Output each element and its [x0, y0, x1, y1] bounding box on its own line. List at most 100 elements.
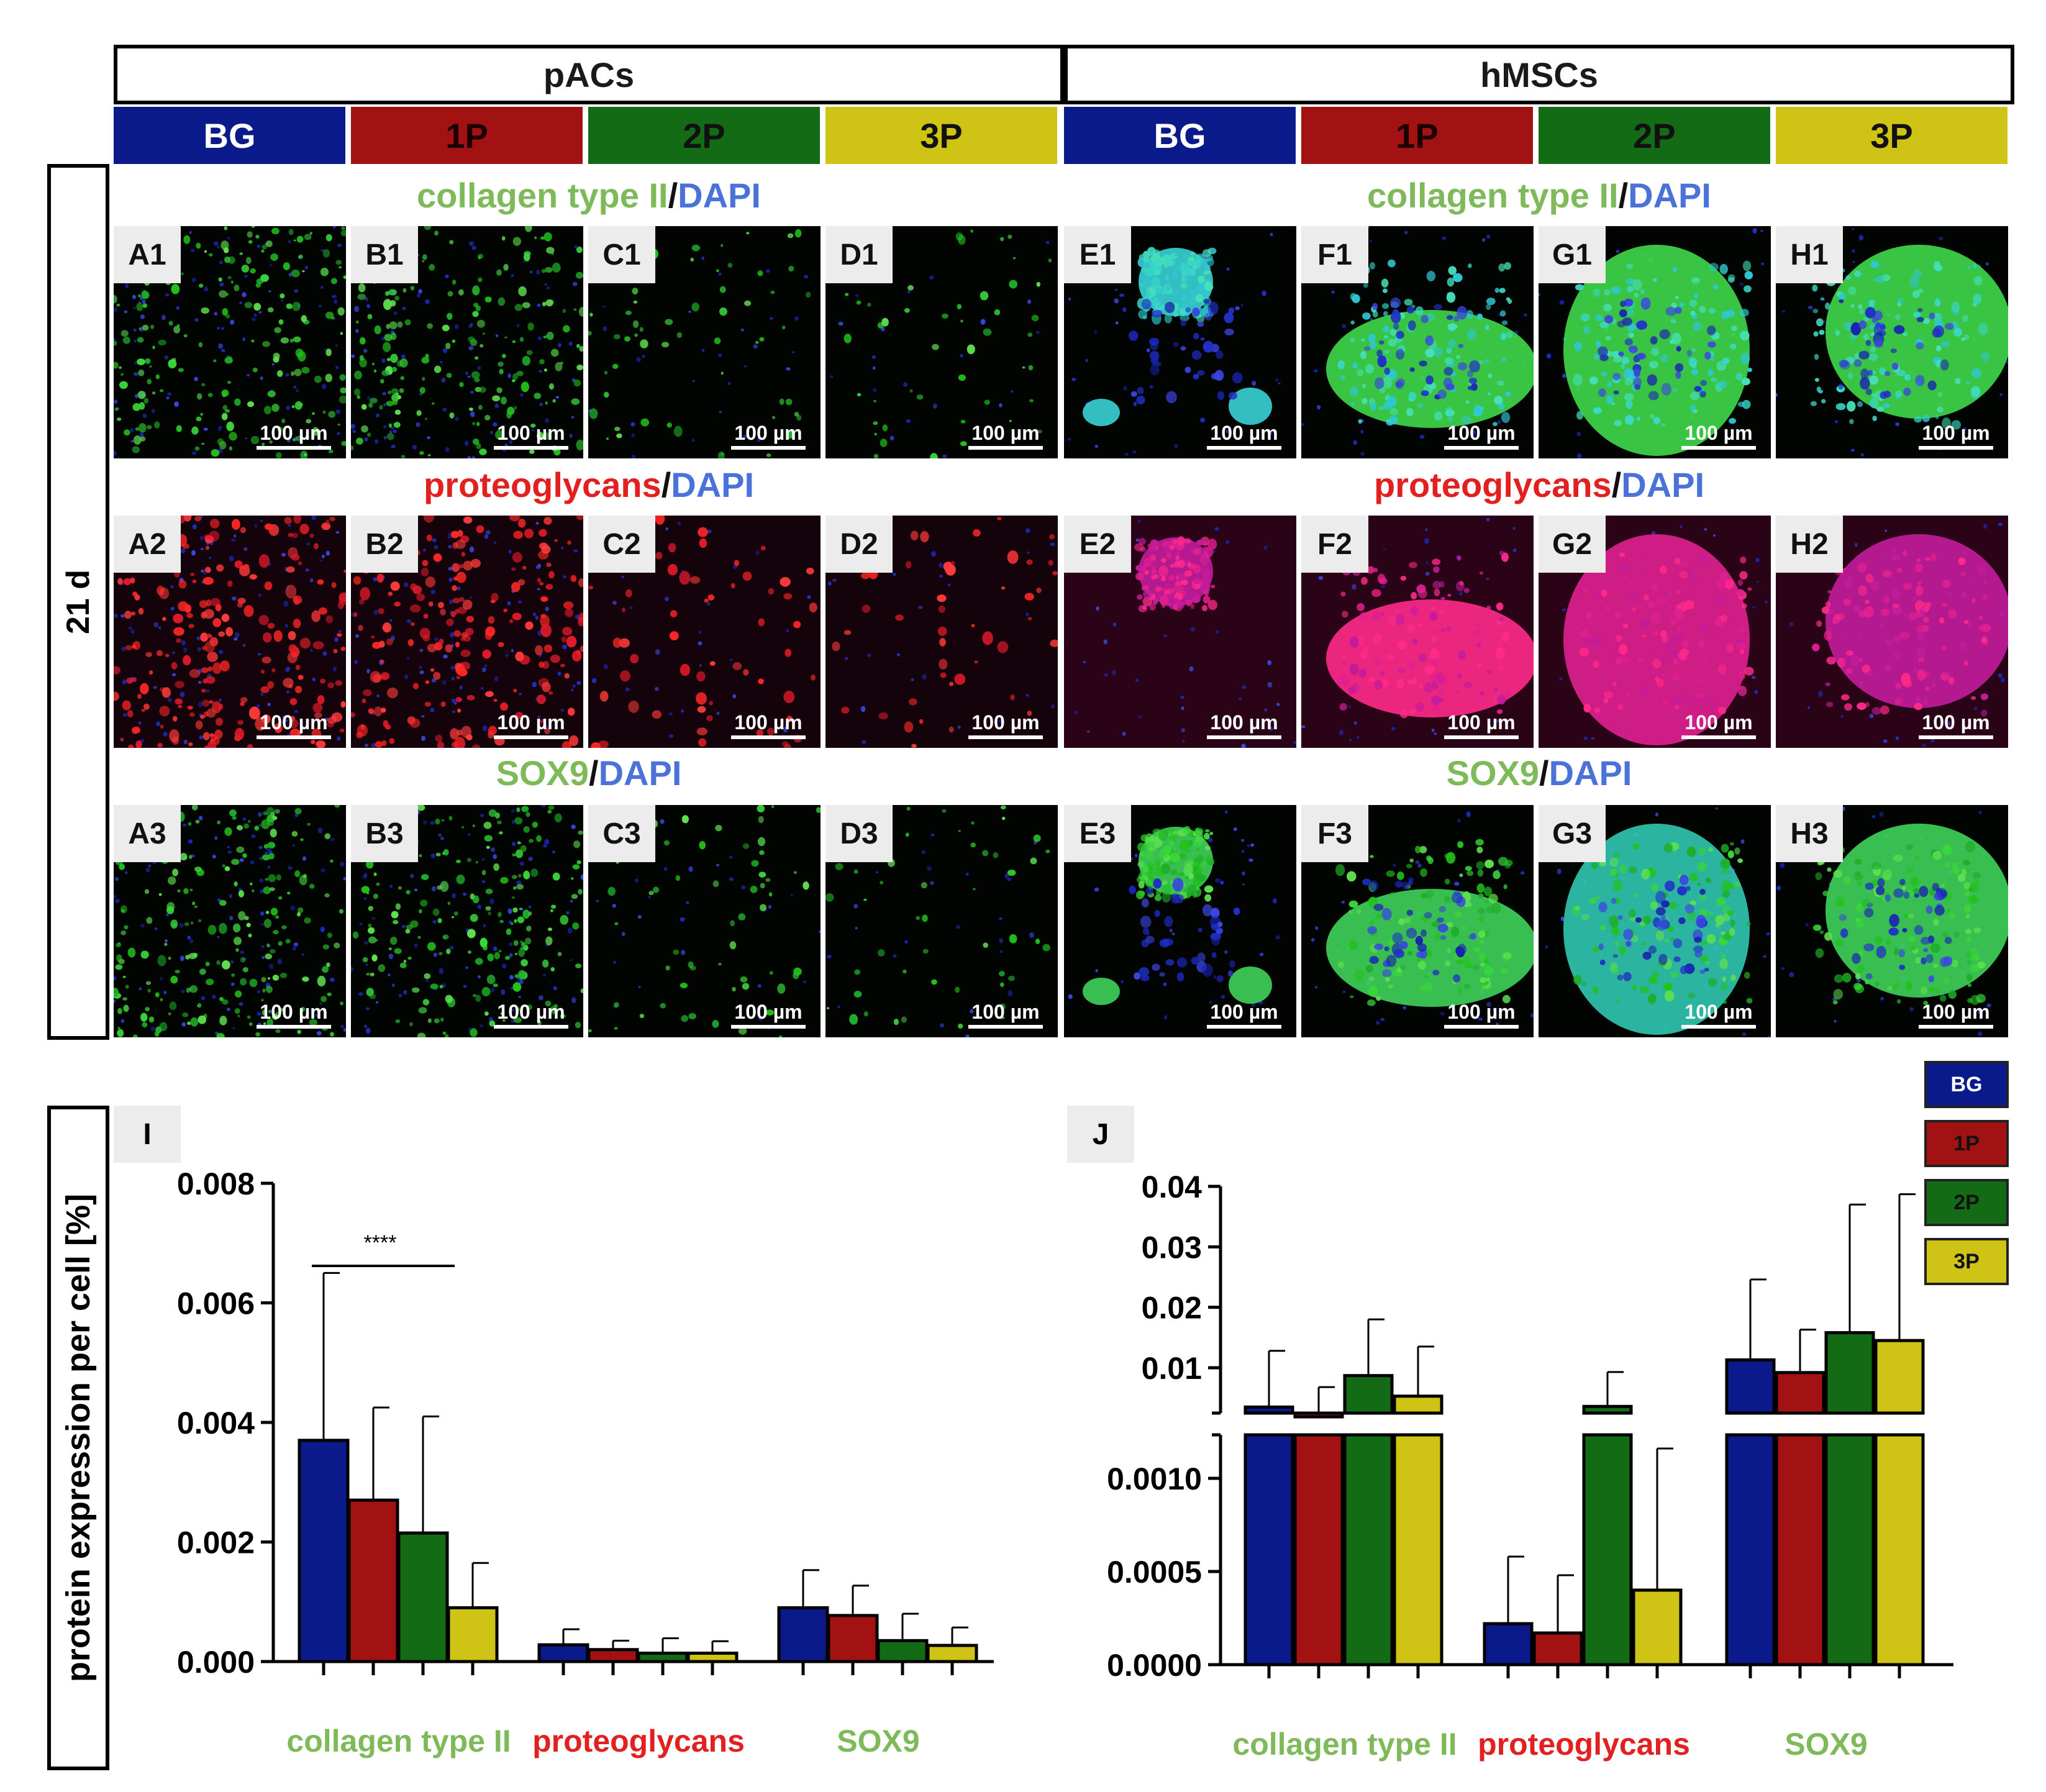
scale-bar: 100 µm	[1444, 1001, 1519, 1029]
micrograph-image	[1071, 519, 1296, 748]
y-tick-label: 0.0000	[1107, 1648, 1202, 1683]
bar-bg-lower	[1725, 1433, 1776, 1667]
scale-bar-label: 100 µm	[971, 711, 1040, 734]
bar-3p	[686, 1652, 739, 1663]
micrograph-image	[1545, 807, 1770, 1037]
scale-bar-label: 100 µm	[1922, 1001, 1990, 1023]
group-header-hmscs-label: hMSCs	[1480, 55, 1598, 94]
scale-bar-line	[1681, 446, 1756, 450]
scale-bar-label: 100 µm	[260, 422, 328, 444]
micrograph-f2: F2 100 µm	[1301, 516, 1534, 748]
bar-2p	[637, 1652, 689, 1663]
micrograph-g2: G2 100 µm	[1539, 516, 1771, 748]
micrograph-b3: B3 100 µm	[351, 805, 583, 1037]
scale-bar: 100 µm	[257, 711, 331, 739]
bar-3p	[447, 1606, 499, 1663]
chart-j-panel-label: J	[1067, 1106, 1134, 1163]
panel-label: H2	[1776, 516, 1843, 573]
chart-j: 0.0000 0.0005 0.0010 0.01 0.02 0.03 0.04 collag…	[1107, 1170, 1953, 1762]
micrograph-g1: G1 100 µm	[1539, 226, 1771, 458]
scale-bar-label: 100 µm	[734, 711, 802, 734]
x-category-label: SOX9	[837, 1724, 919, 1758]
timepoint-label-text: 21 d	[60, 569, 96, 635]
scale-bar-label: 100 µm	[1922, 422, 1990, 444]
scale-bar: 100 µm	[968, 711, 1043, 739]
panel-label: G1	[1539, 226, 1606, 283]
scale-bar-line	[257, 446, 331, 450]
scale-bar-label: 100 µm	[260, 711, 328, 734]
stain-title-part: collagen type II	[417, 176, 668, 215]
stain-title-part: proteoglycans	[423, 465, 662, 504]
panel-label: B2	[351, 516, 418, 573]
bar-bg	[777, 1606, 829, 1663]
micrograph-a2: A2 100 µm	[114, 516, 346, 748]
scale-bar-label: 100 µm	[971, 1001, 1040, 1023]
micrograph-image	[827, 517, 1058, 748]
panel-label: E2	[1064, 516, 1131, 573]
panel-label: F3	[1301, 805, 1368, 862]
stain-title-part: DAPI	[671, 465, 755, 504]
stain-title-part: DAPI	[1621, 465, 1705, 504]
bar-3p-lower	[1874, 1433, 1925, 1667]
y-tick-label: 0.008	[177, 1167, 255, 1201]
y-tick-label: 0.0005	[1107, 1555, 1202, 1590]
scale-bar-label: 100 µm	[1447, 711, 1516, 734]
scale-bar: 100 µm	[968, 422, 1043, 450]
micrograph-image	[1776, 806, 2008, 1037]
scale-bar: 100 µm	[494, 422, 568, 450]
micrograph-image	[588, 805, 821, 1037]
scale-bar-line	[968, 735, 1043, 739]
chart-i: 0.000 0.002 0.004 0.006 0.008 collagen type I…	[177, 1167, 994, 1758]
bar-2p	[397, 1531, 449, 1663]
bar-2p-upper	[1343, 1374, 1394, 1415]
timepoint-label: 21 d	[47, 164, 109, 1040]
chart-i-ylabel: protein expression per cell [%]	[60, 1193, 97, 1683]
panel-label: B1	[351, 226, 418, 283]
group-header-hmscs: hMSCs	[1064, 45, 2014, 104]
scale-bar-line	[1919, 1025, 1993, 1029]
stain-title-part: DAPI	[678, 176, 761, 215]
micrograph-image	[1559, 520, 1768, 745]
stain-title-part: DAPI	[1548, 753, 1632, 793]
micrograph-e3: E3 100 µm	[1064, 805, 1296, 1037]
legend-item-3p: 3P	[1924, 1238, 2009, 1285]
y-tick-label: 0.0010	[1107, 1462, 1202, 1496]
stain-title-1-hmscs: proteoglycans/DAPI	[1229, 465, 1850, 505]
bar-1p-lower	[1775, 1433, 1825, 1667]
bar-3p	[1632, 1588, 1683, 1667]
micrograph-h3: H3 100 µm	[1776, 805, 2008, 1037]
scale-bar: 100 µm	[968, 1001, 1043, 1029]
bar-bg	[1483, 1622, 1534, 1667]
scale-bar-line	[1207, 1025, 1281, 1029]
x-category-label: collagen type II	[286, 1724, 511, 1758]
scale-bar-line	[1444, 446, 1519, 450]
micrograph-f1: F1 100 µm	[1301, 226, 1534, 458]
scale-bar-line	[968, 1025, 1043, 1029]
panel-label: C2	[588, 516, 655, 573]
y-tick-label: 0.02	[1142, 1291, 1202, 1326]
panel-label: F2	[1301, 516, 1368, 573]
scale-bar: 100 µm	[1919, 422, 1993, 450]
scale-bar: 100 µm	[1207, 422, 1281, 450]
condition-header-hmscs-1p: 1P	[1301, 107, 1533, 164]
panel-label: E3	[1064, 805, 1131, 862]
scale-bar-label: 100 µm	[971, 422, 1040, 444]
y-tick-label: 0.01	[1142, 1351, 1202, 1386]
stain-title-part: /	[1611, 465, 1622, 504]
stain-title-part: /	[1618, 176, 1629, 215]
scale-bar-label: 100 µm	[1210, 711, 1278, 734]
micrograph-image	[1311, 811, 1534, 1026]
stain-title-part: /	[589, 753, 599, 793]
panel-label: A1	[114, 226, 181, 283]
stain-title-part: /	[1539, 753, 1549, 793]
scale-bar-label: 100 µm	[497, 711, 565, 734]
scale-bar-line	[1681, 1025, 1756, 1029]
bar-3p	[926, 1644, 978, 1663]
micrograph-a3: A3 100 µm	[114, 805, 346, 1037]
micrograph-d2: D2 100 µm	[825, 516, 1058, 748]
micrograph-image	[1539, 227, 1764, 458]
scale-bar-label: 100 µm	[1685, 711, 1753, 734]
scale-bar-line	[968, 446, 1043, 450]
bar-1p-upper	[1293, 1411, 1344, 1419]
x-category-label: SOX9	[1785, 1727, 1867, 1762]
